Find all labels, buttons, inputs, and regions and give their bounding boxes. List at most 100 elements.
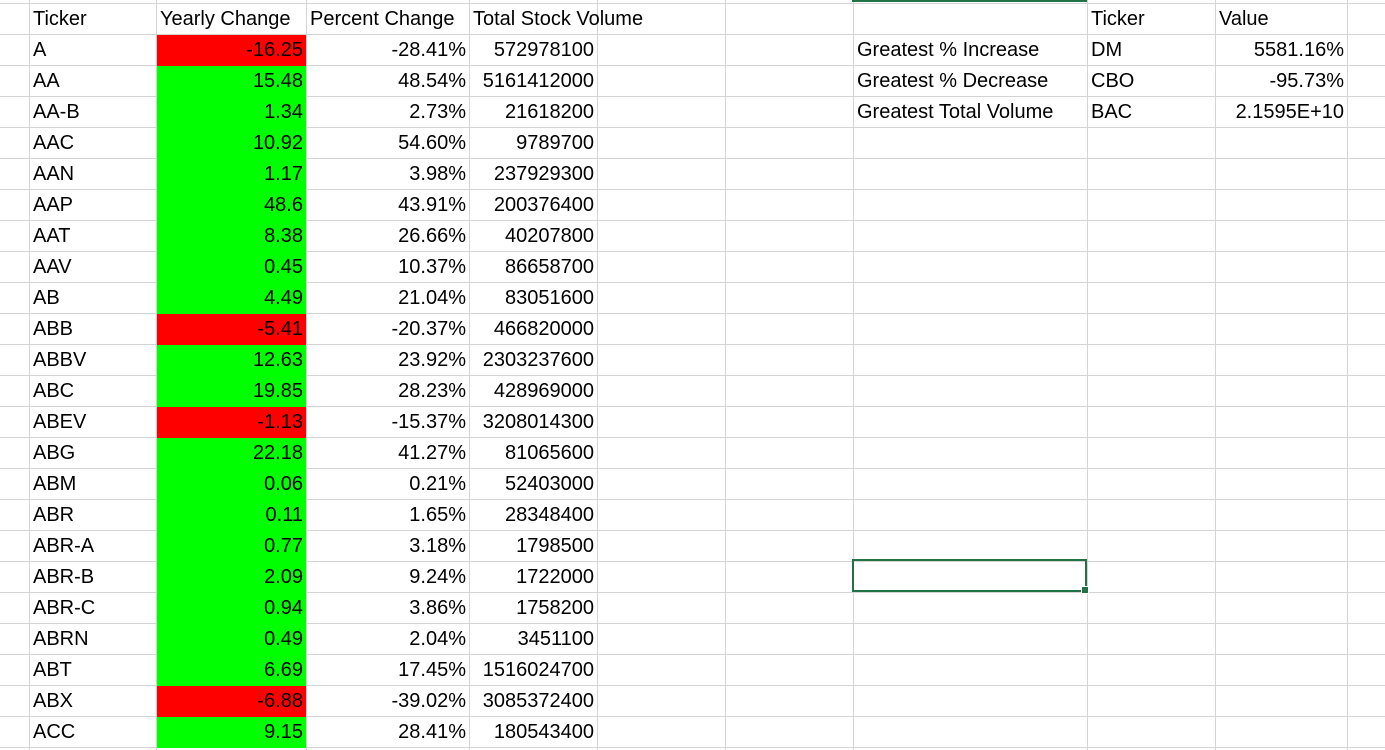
cell-yearly-change[interactable]: -6.88 [157,686,306,717]
summary-value[interactable]: 2.1595E+10 [1235,101,1344,123]
summary-ticker[interactable]: CBO [1091,70,1135,92]
summary-header-ticker[interactable]: Ticker [1091,8,1145,30]
cell-percent-change[interactable]: 9.24% [409,566,466,588]
cell-percent-change[interactable]: 21.04% [398,287,466,309]
summary-header-value[interactable]: Value [1219,8,1269,30]
cell-yearly-change[interactable]: 1.34 [157,97,306,128]
cell-yearly-change[interactable]: 19.85 [157,376,306,407]
cell-percent-change[interactable]: -15.37% [391,411,467,433]
cell-total-volume[interactable]: 40207800 [505,225,594,247]
cell-yearly-change[interactable]: 0.77 [157,531,306,562]
cell-percent-change[interactable]: 10.37% [398,256,466,278]
cell-ticker[interactable]: ABR-B [33,566,95,588]
summary-value[interactable]: 5581.16% [1253,39,1344,61]
cell-percent-change[interactable]: -28.41% [391,39,467,61]
cell-total-volume[interactable]: 466820000 [493,318,594,340]
cell-ticker[interactable]: ABR-A [33,535,95,557]
cell-total-volume[interactable]: 9789700 [516,132,594,154]
header-ticker[interactable]: Ticker [33,8,87,30]
cell-percent-change[interactable]: 3.98% [409,163,466,185]
cell-yearly-change[interactable]: -16.25 [157,35,306,66]
cell-total-volume[interactable]: 1758200 [516,597,594,619]
cell-total-volume[interactable]: 1722000 [516,566,594,588]
cell-ticker[interactable]: ABR [33,504,75,526]
cell-ticker[interactable]: ABG [33,442,76,464]
summary-ticker[interactable]: BAC [1091,101,1133,123]
cell-total-volume[interactable]: 5161412000 [482,70,594,92]
cell-percent-change[interactable]: 3.86% [409,597,466,619]
summary-value[interactable]: -95.73% [1269,70,1345,92]
cell-yearly-change[interactable]: 6.69 [157,655,306,686]
cell-yearly-change[interactable]: 1.17 [157,159,306,190]
cell-total-volume[interactable]: 572978100 [493,39,594,61]
cell-ticker[interactable]: ABEV [33,411,87,433]
cell-yearly-change[interactable]: -1.13 [157,407,306,438]
cell-percent-change[interactable]: 0.21% [409,473,466,495]
summary-ticker[interactable]: DM [1091,39,1123,61]
cell-ticker[interactable]: ABM [33,473,77,495]
header-percent-change[interactable]: Percent Change [310,8,455,30]
cell-ticker[interactable]: ABR-C [33,597,96,619]
cell-ticker[interactable]: AAN [33,163,75,185]
cell-percent-change[interactable]: 17.45% [398,659,466,681]
cell-percent-change[interactable]: 28.41% [398,721,466,743]
cell-percent-change[interactable]: 41.27% [398,442,466,464]
cell-ticker[interactable]: A [33,39,47,61]
cell-yearly-change[interactable]: 4.49 [157,283,306,314]
summary-label[interactable]: Greatest % Increase [857,39,1040,61]
cell-ticker[interactable]: ACC [33,721,76,743]
cell-percent-change[interactable]: -39.02% [391,690,467,712]
header-total-stock-volume[interactable]: Total Stock Volume [473,8,644,30]
cell-ticker[interactable]: AAV [33,256,72,278]
cell-ticker[interactable]: AAP [33,194,74,216]
cell-total-volume[interactable]: 83051600 [505,287,594,309]
cell-percent-change[interactable]: -20.37% [391,318,467,340]
header-yearly-change[interactable]: Yearly Change [160,8,291,30]
cell-total-volume[interactable]: 3085372400 [482,690,594,712]
cell-percent-change[interactable]: 48.54% [398,70,466,92]
cell-yearly-change[interactable]: 22.18 [157,438,306,469]
summary-label[interactable]: Greatest Total Volume [857,101,1054,123]
cell-total-volume[interactable]: 1798500 [516,535,594,557]
cell-yearly-change[interactable]: 2.09 [157,562,306,593]
cell-percent-change[interactable]: 2.04% [409,628,466,650]
cell-percent-change[interactable]: 23.92% [398,349,466,371]
cell-total-volume[interactable]: 21618200 [505,101,594,123]
cell-total-volume[interactable]: 52403000 [505,473,594,495]
cell-yearly-change[interactable]: 10.92 [157,128,306,159]
cell-ticker[interactable]: ABRN [33,628,89,650]
cell-yearly-change[interactable]: 0.45 [157,252,306,283]
cell-ticker[interactable]: AAT [33,225,71,247]
cell-percent-change[interactable]: 2.73% [409,101,466,123]
cell-total-volume[interactable]: 3208014300 [482,411,594,433]
cell-total-volume[interactable]: 28348400 [505,504,594,526]
cell-ticker[interactable]: ABBV [33,349,87,371]
cell-total-volume[interactable]: 237929300 [493,163,594,185]
cell-ticker[interactable]: AAC [33,132,75,154]
cell-total-volume[interactable]: 3451100 [517,628,594,650]
cell-yearly-change[interactable]: 9.15 [157,717,306,748]
cell-total-volume[interactable]: 180543400 [493,721,594,743]
cell-yearly-change[interactable]: 12.63 [157,345,306,376]
cell-total-volume[interactable]: 428969000 [493,380,594,402]
selected-cell-outline[interactable] [852,559,1089,594]
cell-ticker[interactable]: ABT [33,659,72,681]
cell-total-volume[interactable]: 81065600 [505,442,594,464]
cell-ticker[interactable]: AA-B [33,101,80,123]
cell-total-volume[interactable]: 86658700 [505,256,594,278]
cell-percent-change[interactable]: 1.65% [409,504,466,526]
cell-percent-change[interactable]: 43.91% [398,194,466,216]
cell-percent-change[interactable]: 3.18% [409,535,466,557]
cell-percent-change[interactable]: 26.66% [398,225,466,247]
cell-yearly-change[interactable]: 0.94 [157,593,306,624]
cell-yearly-change[interactable]: 48.6 [157,190,306,221]
cell-yearly-change[interactable]: 0.06 [157,469,306,500]
cell-total-volume[interactable]: 200376400 [493,194,594,216]
cell-ticker[interactable]: ABB [33,318,74,340]
cell-yearly-change[interactable]: -5.41 [157,314,306,345]
summary-label[interactable]: Greatest % Decrease [857,70,1049,92]
cell-yearly-change[interactable]: 0.11 [157,500,306,531]
fill-handle[interactable] [1081,586,1089,594]
cell-yearly-change[interactable]: 0.49 [157,624,306,655]
